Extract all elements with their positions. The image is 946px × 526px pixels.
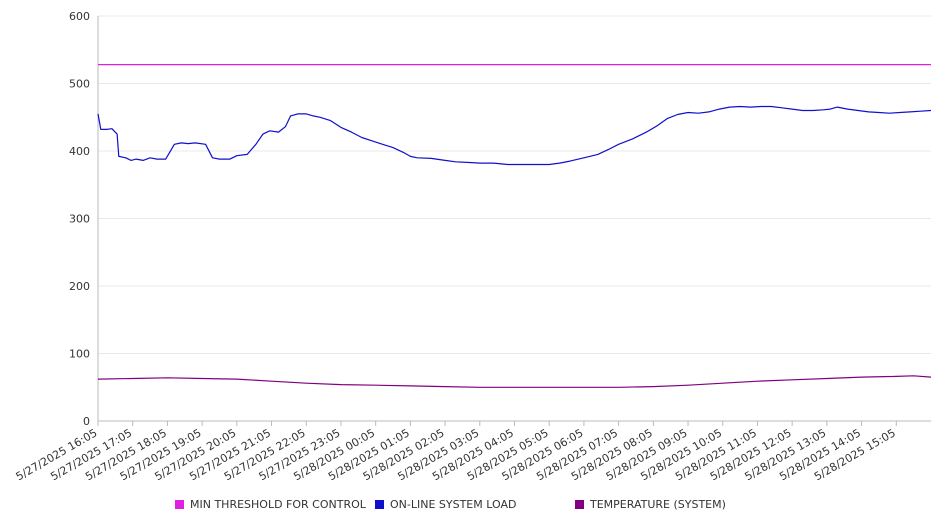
x-tick-labels: 5/27/2025 16:055/27/2025 17:055/27/2025 …	[14, 426, 898, 483]
y-tick-label: 300	[69, 213, 90, 226]
legend-item: TEMPERATURE (SYSTEM)	[575, 498, 726, 511]
y-tick-label: 100	[69, 348, 90, 361]
legend-swatch	[175, 500, 184, 509]
chart-legend: MIN THRESHOLD FOR CONTROL ON-LINE SYSTEM …	[175, 498, 935, 514]
legend-label: MIN THRESHOLD FOR CONTROL	[190, 498, 366, 511]
legend-label: TEMPERATURE (SYSTEM)	[590, 498, 726, 511]
legend-swatch	[375, 500, 384, 509]
grid-lines	[98, 15, 931, 422]
y-tick-label: 400	[69, 145, 90, 158]
series-lines	[97, 63, 932, 388]
legend-item: ON-LINE SYSTEM LOAD	[375, 498, 516, 511]
legend-label: ON-LINE SYSTEM LOAD	[390, 498, 517, 511]
series-line-on-line-system-load	[97, 105, 932, 166]
legend-swatch	[575, 500, 584, 509]
y-tick-label: 500	[69, 78, 90, 91]
series-line-temperature-system	[97, 375, 932, 388]
y-tick-label: 200	[69, 280, 90, 293]
y-tick-label: 600	[69, 10, 90, 23]
y-tick-label: 0	[83, 415, 90, 428]
y-tick-labels: 0 100 200 300 400 500 600	[69, 10, 90, 428]
axes	[97, 16, 931, 426]
legend-item: MIN THRESHOLD FOR CONTROL	[175, 498, 366, 511]
